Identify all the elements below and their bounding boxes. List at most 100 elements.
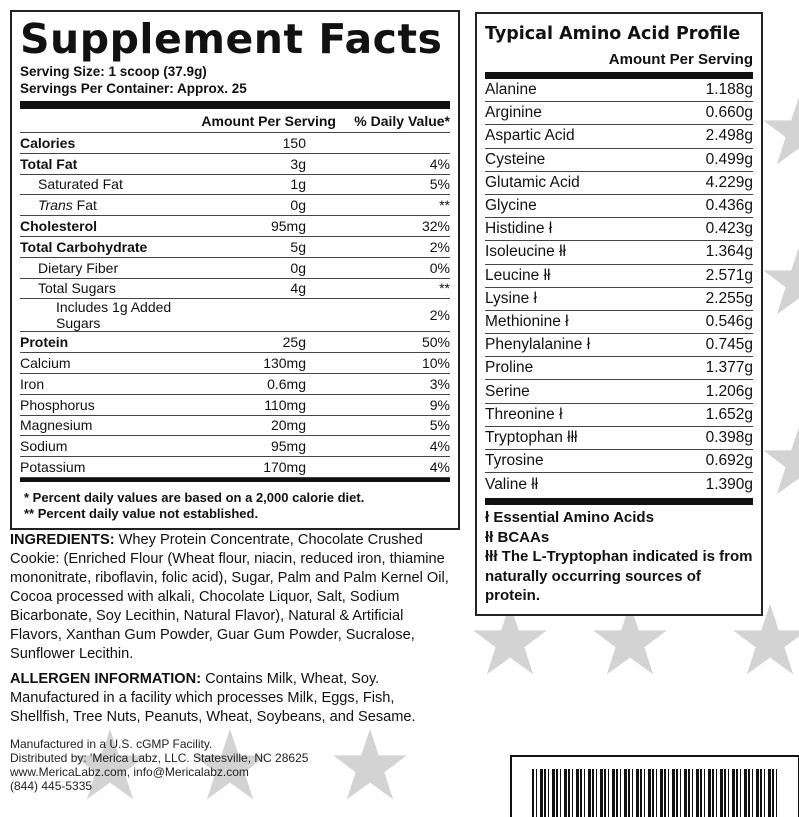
nutrient-row: Phosphorus 110mg 9% bbox=[20, 395, 450, 416]
star-decoration-icon bbox=[760, 240, 799, 320]
nutrient-name-text: Total Fat bbox=[20, 155, 78, 172]
amino-name: Tryptophan łłł bbox=[485, 428, 578, 446]
nutrient-name: Dietary Fiber bbox=[20, 260, 206, 276]
nutrient-name-text: Phosphorus bbox=[20, 396, 95, 413]
nutrient-row: Magnesium 20mg 5% bbox=[20, 416, 450, 437]
nutrient-name: Protein bbox=[20, 334, 206, 350]
amino-list: Alanine 1.188g Arginine 0.660g Aspartic Acid… bbox=[485, 79, 753, 496]
panel-title: Supplement Facts bbox=[20, 15, 443, 63]
nutrient-name-text: Potassium bbox=[20, 459, 86, 476]
nutrient-dv: 4% bbox=[429, 438, 450, 455]
amino-row: Cysteine 0.499g bbox=[485, 149, 753, 172]
nutrient-name: Includes 1g Added Sugars bbox=[20, 299, 206, 331]
amount-header: Amount Per Serving bbox=[201, 112, 336, 129]
amino-title: Typical Amino Acid Profile bbox=[485, 24, 741, 44]
nutrient-amount: 4g bbox=[290, 280, 306, 297]
amino-row: Threonine ł 1.652g bbox=[485, 404, 753, 427]
amino-amount: 0.499g bbox=[705, 150, 753, 168]
nutrient-name-text: Includes 1g Added Sugars bbox=[56, 299, 172, 332]
nutrient-dv: ** bbox=[439, 280, 450, 297]
amino-row: Phenylalanine ł 0.745g bbox=[485, 334, 753, 358]
nutrient-name: Calcium bbox=[20, 355, 206, 371]
footnote: ** Percent daily value not established. bbox=[24, 505, 259, 521]
amino-name: Valine łł bbox=[485, 475, 539, 493]
nutrient-dv: ** bbox=[439, 197, 450, 214]
nutrient-name-text: Saturated Fat bbox=[38, 176, 123, 193]
nutrient-name: Total Sugars bbox=[20, 280, 206, 296]
amino-name: Arginine bbox=[485, 104, 542, 122]
nutrient-name-text: Calories bbox=[20, 134, 76, 151]
amino-row: Leucine łł 2.571g bbox=[485, 265, 753, 288]
nutrient-dv: 4% bbox=[429, 155, 450, 172]
amino-name: Tyrosine bbox=[485, 452, 544, 470]
nutrient-amount: 130mg bbox=[263, 355, 306, 372]
amino-row: Isoleucine łł 1.364g bbox=[485, 241, 753, 265]
supplement-facts-panel: Supplement Facts Serving Size: 1 scoop (… bbox=[10, 10, 460, 530]
nutrient-row: Total Carbohydrate 5g 2% bbox=[20, 237, 450, 258]
nutrient-amount: 150 bbox=[282, 134, 306, 151]
nutrient-name-text: Sodium bbox=[20, 438, 68, 455]
amino-amount: 1.206g bbox=[705, 382, 753, 400]
star-decoration-icon bbox=[760, 420, 799, 500]
amino-subtitle: Amount Per Serving bbox=[608, 51, 753, 68]
nutrient-dv: 10% bbox=[421, 355, 450, 372]
amino-amount: 4.229g bbox=[705, 173, 753, 191]
nutrient-name-italic: Trans bbox=[38, 197, 73, 214]
amino-name: Glutamic Acid bbox=[485, 173, 580, 191]
nutrient-name: Total Fat bbox=[20, 156, 206, 172]
amino-footnote: łłł The L-Tryptophan indicated is from n… bbox=[485, 548, 753, 605]
mfg-line: www.MericaLabz.com, info@Mericalabz.com bbox=[10, 765, 249, 779]
nutrient-name-text: Total Sugars bbox=[38, 280, 116, 297]
amino-name: Lysine ł bbox=[485, 289, 537, 307]
nutrient-name-text: Cholesterol bbox=[20, 218, 98, 235]
divider bbox=[485, 72, 753, 79]
nutrient-dv: 50% bbox=[421, 334, 450, 351]
nutrient-name-text: Protein bbox=[20, 334, 69, 351]
mfg-line: Distributed by: 'Merica Labz, LLC. State… bbox=[10, 751, 309, 765]
nutrient-row: Total Sugars 4g ** bbox=[20, 279, 450, 300]
nutrient-amount: 20mg bbox=[270, 417, 306, 434]
amino-row: Aspartic Acid 2.498g bbox=[485, 125, 753, 149]
dv-header: % Daily Value* bbox=[354, 112, 450, 129]
nutrient-name: Sodium bbox=[20, 438, 206, 454]
label-text-column: INGREDIENTS: Whey Protein Concentrate, C… bbox=[10, 531, 455, 793]
nutrient-name-text: Total Carbohydrate bbox=[20, 238, 148, 255]
amino-amount: 0.423g bbox=[705, 220, 753, 238]
amino-row: Tryptophan łłł 0.398g bbox=[485, 427, 753, 450]
amino-row: Serine 1.206g bbox=[485, 380, 753, 404]
nutrient-dv: 4% bbox=[429, 459, 450, 476]
amino-amount: 0.436g bbox=[705, 197, 753, 215]
nutrient-row: Trans Fat 0g ** bbox=[20, 195, 450, 217]
amino-amount: 1.390g bbox=[705, 475, 753, 493]
nutrient-name: Calories bbox=[20, 135, 206, 151]
amino-row: Glycine 0.436g bbox=[485, 195, 753, 219]
nutrient-row: Sodium 95mg 4% bbox=[20, 436, 450, 458]
star-decoration-icon bbox=[190, 725, 270, 805]
amino-amount: 1.188g bbox=[705, 81, 753, 99]
nutrient-row: Total Fat 3g 4% bbox=[20, 154, 450, 175]
nutrient-amount: 5g bbox=[290, 238, 306, 255]
nutrient-row: Potassium 170mg 4% bbox=[20, 457, 450, 478]
nutrient-row: Dietary Fiber 0g 0% bbox=[20, 258, 450, 279]
barcode bbox=[510, 755, 799, 817]
nutrient-dv: 9% bbox=[429, 396, 450, 413]
divider bbox=[20, 101, 450, 109]
star-decoration-icon bbox=[730, 600, 799, 680]
amino-name: Leucine łł bbox=[485, 266, 551, 284]
amino-name: Isoleucine łł bbox=[485, 243, 566, 261]
amino-row: Glutamic Acid 4.229g bbox=[485, 172, 753, 195]
nutrient-dv: 32% bbox=[421, 218, 450, 235]
amino-row: Valine łł 1.390g bbox=[485, 473, 753, 496]
nutrient-amount: 3g bbox=[290, 155, 306, 172]
nutrient-list: Calories 150 Total Fat 3g 4% Saturated Fat 1g 5… bbox=[20, 133, 450, 478]
nutrient-row: Iron 0.6mg 3% bbox=[20, 374, 450, 395]
nutrient-row: Calcium 130mg 10% bbox=[20, 353, 450, 374]
nutrient-amount: 0g bbox=[290, 259, 306, 276]
serving-size: Serving Size: 1 scoop (37.9g) bbox=[20, 64, 207, 79]
amino-acid-panel: Typical Amino Acid Profile Amount Per Se… bbox=[475, 12, 763, 616]
star-decoration-icon bbox=[330, 725, 410, 805]
amino-amount: 2.498g bbox=[705, 127, 753, 145]
nutrient-row: Cholesterol 95mg 32% bbox=[20, 216, 450, 237]
allergen-info: ALLERGEN INFORMATION: Contains Milk, Whe… bbox=[10, 670, 455, 727]
amino-amount: 0.745g bbox=[705, 336, 753, 354]
